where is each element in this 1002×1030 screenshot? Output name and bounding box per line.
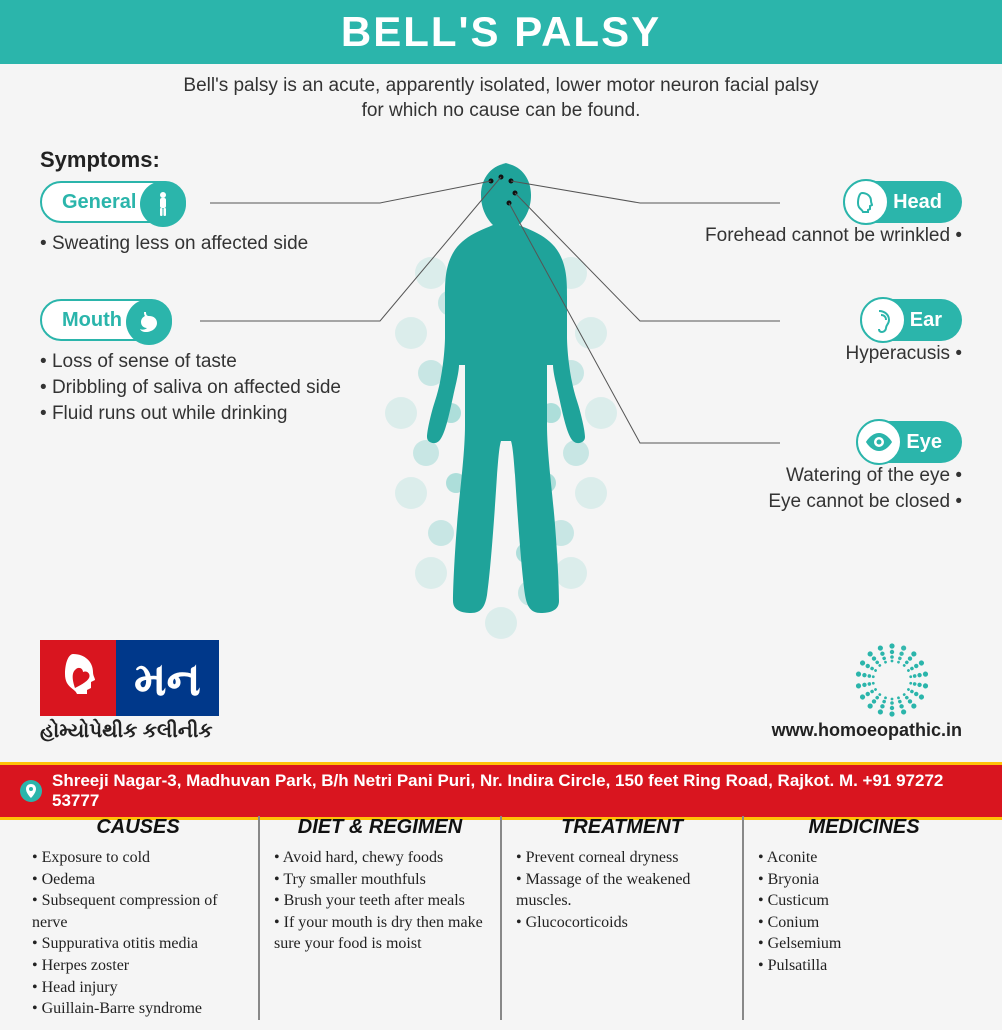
- col-diet: DIET & REGIMEN Avoid hard, chewy foodsTr…: [260, 816, 502, 1020]
- list-item: Suppurativa otitis media: [32, 933, 244, 955]
- symptom-group-mouth: Mouth Loss of sense of tasteDribbling of…: [40, 299, 360, 426]
- body-silhouette: [371, 153, 631, 683]
- symptom-group-ear: Ear Hyperacusis: [662, 299, 962, 367]
- list-item: Glucocorticoids: [516, 912, 728, 934]
- list-item: Massage of the weakened muscles.: [516, 869, 728, 912]
- address-text: Shreeji Nagar-3, Madhuvan Park, B/h Netr…: [52, 771, 982, 811]
- symptoms-heading: Symptoms:: [40, 147, 160, 173]
- symptoms-diagram: Symptoms:: [0, 133, 1002, 693]
- list-item: Bryonia: [758, 869, 970, 891]
- diet-title: DIET & REGIMEN: [274, 816, 486, 839]
- treatment-title: TREATMENT: [516, 816, 728, 839]
- list-item: Avoid hard, chewy foods: [274, 847, 486, 869]
- list-item: Conium: [758, 912, 970, 934]
- list-item: Brush your teeth after meals: [274, 890, 486, 912]
- page-title: BELL'S PALSY: [0, 0, 1002, 64]
- list-item: Prevent corneal dryness: [516, 847, 728, 869]
- general-items: Sweating less on affected side: [40, 231, 360, 257]
- symptom-group-general: General Sweating less on affected side: [40, 181, 360, 257]
- head-label: Head: [893, 191, 942, 214]
- info-columns: CAUSES Exposure to coldOedemaSubsequent …: [0, 806, 1002, 1030]
- treatment-list: Prevent corneal drynessMassage of the we…: [516, 847, 728, 933]
- eye-label: Eye: [906, 431, 942, 454]
- list-item: Loss of sense of taste: [40, 349, 360, 375]
- list-item: Sweating less on affected side: [40, 231, 360, 257]
- list-item: Subsequent compression of nerve: [32, 890, 244, 933]
- list-item: Head injury: [32, 977, 244, 999]
- list-item: Hyperacusis: [662, 341, 962, 367]
- ear-label: Ear: [910, 309, 942, 332]
- stomach-icon: [126, 299, 172, 345]
- clinic-logo: મન હોમ્યોપેથીક કલીનીક: [40, 640, 219, 743]
- list-item: Forehead cannot be wrinkled: [662, 223, 962, 249]
- col-medicines: MEDICINES AconiteBryoniaCusticumConiumGe…: [744, 816, 984, 1020]
- list-item: Pulsatilla: [758, 955, 970, 977]
- list-item: Aconite: [758, 847, 970, 869]
- person-icon: [140, 181, 186, 227]
- diet-list: Avoid hard, chewy foodsTry smaller mouth…: [274, 847, 486, 955]
- list-item: Eye cannot be closed: [662, 489, 962, 515]
- ear-pill: Ear: [862, 299, 962, 341]
- eye-icon: [856, 419, 902, 465]
- mouth-items: Loss of sense of tasteDribbling of saliv…: [40, 349, 360, 426]
- list-item: Try smaller mouthfuls: [274, 869, 486, 891]
- symptom-group-head: Head Forehead cannot be wrinkled: [662, 181, 962, 249]
- list-item: Guillain-Barre syndrome: [32, 998, 244, 1020]
- list-item: Herpes zoster: [32, 955, 244, 977]
- list-item: Exposure to cold: [32, 847, 244, 869]
- col-treatment: TREATMENT Prevent corneal drynessMassage…: [502, 816, 744, 1020]
- list-item: Dribbling of saliva on affected side: [40, 375, 360, 401]
- col-causes: CAUSES Exposure to coldOedemaSubsequent …: [18, 816, 260, 1020]
- eye-pill: Eye: [858, 421, 962, 463]
- mouth-label: Mouth: [62, 309, 122, 332]
- location-pin-icon: [20, 780, 42, 802]
- causes-list: Exposure to coldOedemaSubsequent compres…: [32, 847, 244, 1020]
- logo-head-icon: [40, 640, 116, 716]
- list-item: Custicum: [758, 890, 970, 912]
- list-item: Gelsemium: [758, 933, 970, 955]
- sunburst-icon: [852, 640, 932, 720]
- head-icon: [843, 179, 889, 225]
- head-items: Forehead cannot be wrinkled: [662, 223, 962, 249]
- general-label: General: [62, 191, 136, 214]
- list-item: Watering of the eye: [662, 463, 962, 489]
- medicines-list: AconiteBryoniaCusticumConiumGelsemiumPul…: [758, 847, 970, 977]
- logo-subtitle: હોમ્યોપેથીક કલીનીક: [40, 720, 219, 743]
- eye-items: Watering of the eyeEye cannot be closed: [662, 463, 962, 514]
- mouth-pill: Mouth: [40, 299, 172, 341]
- subtitle: Bell's palsy is an acute, apparently iso…: [0, 64, 1002, 133]
- list-item: Oedema: [32, 869, 244, 891]
- medicines-title: MEDICINES: [758, 816, 970, 839]
- ear-icon: [860, 297, 906, 343]
- ear-items: Hyperacusis: [662, 341, 962, 367]
- symptom-group-eye: Eye Watering of the eyeEye cannot be clo…: [662, 421, 962, 514]
- general-pill: General: [40, 181, 186, 223]
- head-pill: Head: [845, 181, 962, 223]
- list-item: Fluid runs out while drinking: [40, 401, 360, 427]
- causes-title: CAUSES: [32, 816, 244, 839]
- list-item: If your mouth is dry then make sure your…: [274, 912, 486, 955]
- website-url: www.homoeopathic.in: [772, 720, 962, 741]
- logo-text: મન: [116, 640, 219, 716]
